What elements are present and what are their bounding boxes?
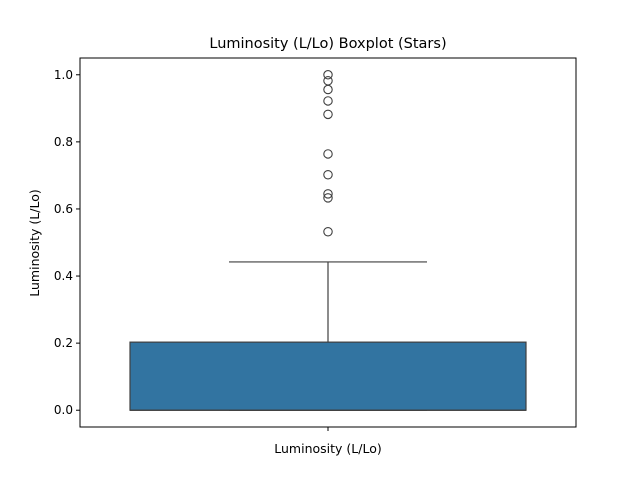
- outlier-point: [323, 109, 333, 120]
- y-tick-label: 0.4: [54, 269, 73, 283]
- y-tick-label: 0.0: [54, 403, 73, 417]
- x-tick-label: Luminosity (L/Lo): [274, 441, 381, 456]
- outlier-point: [323, 227, 333, 237]
- y-tick-label: 1.0: [54, 68, 73, 82]
- outlier-point: [323, 149, 333, 159]
- outlier-point: [323, 169, 333, 180]
- plot-area: 0.0 0.2 0.4 0.6 0.8 1.0: [54, 57, 577, 431]
- outlier-point: [323, 189, 333, 199]
- outlier-point: [323, 76, 333, 86]
- outlier-point: [323, 193, 333, 203]
- outlier-point: [323, 96, 333, 106]
- y-tick-label: 0.6: [54, 202, 73, 216]
- outlier-point: [323, 70, 333, 80]
- outlier-point: [323, 84, 333, 95]
- y-tick-label: 0.2: [54, 336, 73, 350]
- box-iqr: [129, 341, 527, 411]
- y-axis-label: Luminosity (L/Lo): [27, 189, 42, 296]
- chart-title: Luminosity (L/Lo) Boxplot (Stars): [209, 36, 446, 52]
- y-tick-label: 0.8: [54, 135, 73, 149]
